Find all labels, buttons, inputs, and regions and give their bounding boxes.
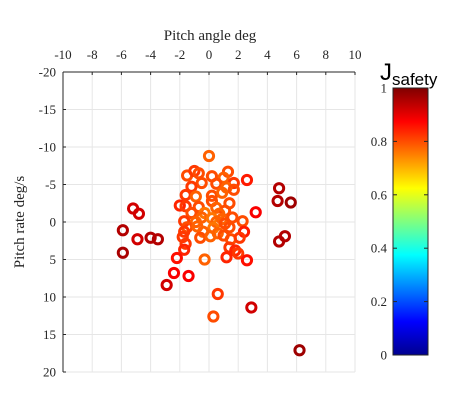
data-point (116, 224, 129, 237)
y-tick-label: 20 (43, 365, 56, 380)
data-point (223, 221, 236, 234)
x-tick-label: -10 (54, 47, 71, 62)
data-point (204, 230, 217, 243)
data-point (116, 246, 129, 259)
x-tick-label: -6 (116, 47, 127, 62)
axes (62, 71, 356, 373)
data-point (179, 237, 192, 250)
data-point (272, 182, 286, 195)
x-tick-label: -8 (87, 47, 98, 62)
x-tick-label: -2 (174, 47, 185, 62)
data-point (207, 310, 220, 323)
x-tick-labels: -10 -8 -6 -4 -2 0 2 4 6 8 10 (54, 47, 361, 62)
data-point (293, 344, 306, 357)
data-point (131, 233, 144, 246)
y-tick-label: 15 (43, 327, 56, 342)
x-tick-label: -4 (145, 47, 156, 62)
data-point (189, 190, 202, 203)
x-tick-label: 0 (206, 47, 213, 62)
data-point (179, 200, 192, 213)
colorbar-ticks: 0 0.2 0.4 0.6 0.8 1 (371, 81, 428, 363)
data-point (178, 243, 191, 256)
y-tick-label: -10 (39, 140, 56, 155)
colorbar-title: Jsafety (380, 59, 438, 89)
colorbar-tick-label: 1 (381, 81, 388, 96)
data-point (173, 199, 186, 212)
colorbar-title-main: J (380, 59, 392, 86)
x-tick-label: 6 (293, 47, 300, 62)
data-point (167, 266, 181, 280)
data-point (272, 235, 286, 248)
data-point (245, 301, 258, 314)
colorbar-title-sub: safety (392, 70, 438, 89)
data-point (151, 233, 164, 246)
x-tick-label: 10 (349, 47, 362, 62)
x-axis-label: Pitch angle deg (164, 28, 257, 44)
data-point (178, 225, 191, 238)
data-point (271, 194, 284, 208)
y-tick-label: 0 (50, 215, 57, 230)
y-tick-label: 10 (43, 290, 56, 305)
colorbar-tick-label: 0.2 (371, 294, 387, 309)
data-point (240, 173, 254, 187)
y-tick-label: -15 (39, 102, 56, 117)
colorbar-tick-label: 0 (381, 348, 388, 363)
data-point (216, 186, 229, 199)
data-point (249, 206, 262, 219)
x-tick-label: 8 (323, 47, 330, 62)
data-point (170, 251, 183, 265)
x-tick-label: 2 (235, 47, 242, 62)
data-point (210, 177, 223, 190)
data-point (160, 278, 173, 292)
y-axis-label: Pitch rate deg/s (12, 176, 28, 269)
data-point (185, 180, 198, 193)
y-tick-label: 5 (50, 252, 57, 267)
data-point (211, 287, 224, 301)
data-point (240, 254, 254, 267)
colorbar-tick-label: 0.6 (371, 187, 388, 202)
data-points (116, 149, 306, 357)
data-point (202, 149, 216, 163)
data-point (185, 206, 198, 220)
data-point (182, 269, 195, 283)
data-point (198, 253, 211, 266)
data-point (205, 189, 219, 202)
y-tick-label: -20 (39, 65, 56, 80)
y-tick-label: -5 (45, 177, 56, 192)
data-point (195, 176, 208, 190)
data-point (284, 196, 297, 209)
x-tick-label: 4 (264, 47, 271, 62)
colorbar-tick-label: 0.8 (371, 134, 387, 149)
data-point (220, 251, 233, 264)
data-point (232, 247, 245, 260)
data-point (132, 207, 146, 220)
data-point (233, 231, 246, 244)
data-point (144, 231, 157, 244)
data-point (227, 183, 240, 196)
colorbar-tick-label: 0.4 (371, 241, 388, 256)
grid-lines (62, 71, 356, 373)
y-tick-labels: -20 -15 -10 -5 0 5 10 15 20 (39, 65, 56, 380)
colorbar (392, 87, 429, 356)
